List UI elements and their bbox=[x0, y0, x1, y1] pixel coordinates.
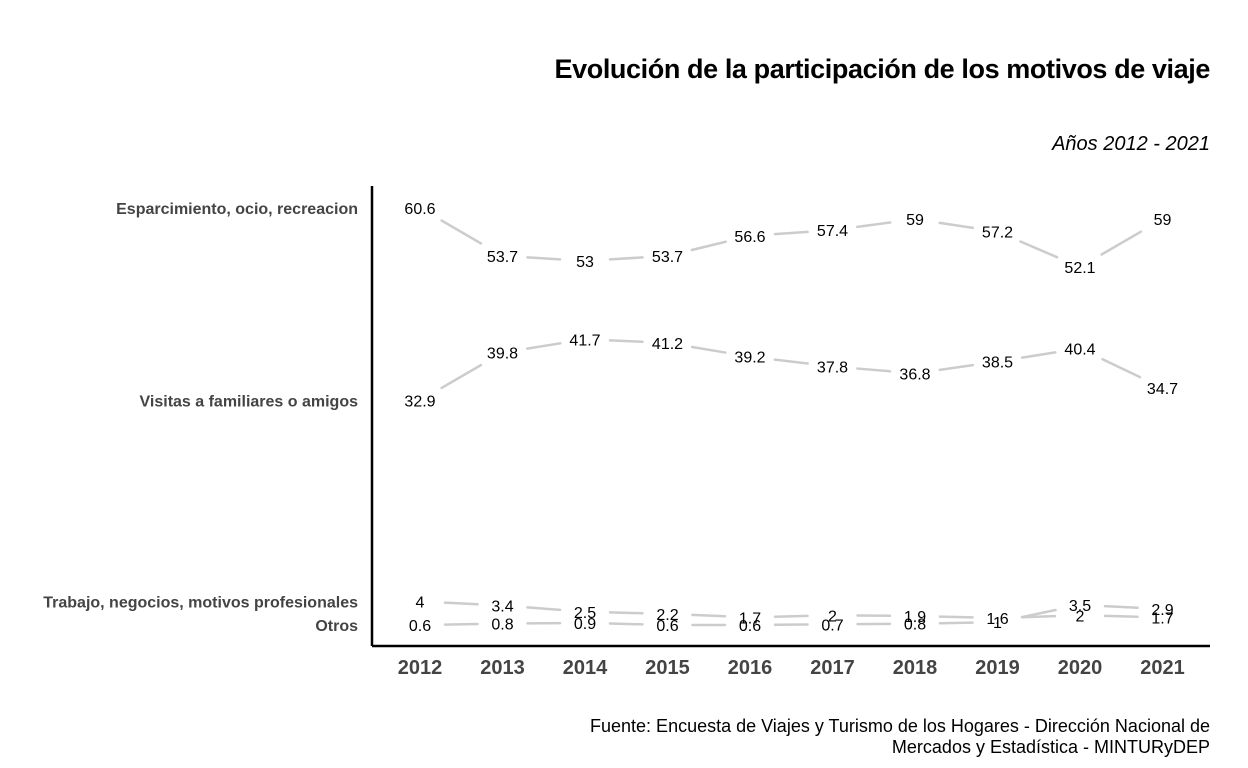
series-line-segment bbox=[443, 622, 479, 626]
series-line-segment bbox=[608, 611, 644, 615]
source-note: Fuente: Encuesta de Viajes y Turismo de … bbox=[590, 716, 1210, 758]
data-label: 53.7 bbox=[487, 249, 518, 266]
series-line-segment bbox=[938, 221, 975, 230]
x-tick-label: 2014 bbox=[563, 657, 608, 679]
series-line-segment bbox=[691, 613, 727, 618]
series-line-segment bbox=[1101, 357, 1142, 379]
data-label: 60.6 bbox=[404, 201, 435, 218]
series-line-segment bbox=[526, 256, 562, 261]
source-line-2: Mercados y Estadística - MINTURyDEP bbox=[891, 737, 1210, 757]
data-label: 52.1 bbox=[1064, 260, 1095, 277]
series-line-segment bbox=[773, 614, 809, 618]
x-tick-label: 2012 bbox=[398, 657, 443, 679]
series-line-segment bbox=[856, 367, 892, 373]
data-label: 32.9 bbox=[404, 394, 435, 411]
data-label: 1.9 bbox=[904, 609, 926, 626]
data-label: 1.6 bbox=[986, 611, 1008, 628]
series-line-segment bbox=[938, 363, 975, 372]
x-tick-label: 2019 bbox=[975, 657, 1020, 679]
chart-subtitle: Años 2012 - 2021 bbox=[1052, 133, 1210, 155]
x-tick-label: 2020 bbox=[1058, 657, 1103, 679]
data-label: 37.8 bbox=[817, 359, 848, 376]
x-tick-label: 2021 bbox=[1140, 657, 1185, 679]
x-tick-label: 2018 bbox=[893, 657, 938, 679]
data-label: 40.4 bbox=[1064, 341, 1095, 358]
series-label: Visitas a familiares o amigos bbox=[140, 394, 359, 411]
data-label: 59 bbox=[906, 212, 924, 229]
series-line-segment bbox=[440, 219, 483, 245]
data-label: 0.8 bbox=[491, 617, 513, 634]
x-tick-label: 2017 bbox=[810, 657, 855, 679]
series-line-segment bbox=[856, 221, 892, 229]
x-tick-label: 2013 bbox=[480, 657, 525, 679]
data-label: 2.5 bbox=[574, 605, 596, 622]
data-label: 2 bbox=[828, 608, 837, 625]
chart-title: Evolución de la participación de los mot… bbox=[554, 54, 1211, 84]
data-label: 39.2 bbox=[734, 350, 765, 367]
series-line-segment bbox=[938, 621, 974, 625]
data-label: 34.7 bbox=[1147, 381, 1178, 398]
source-line-1: Fuente: Encuesta de Viajes y Turismo de … bbox=[590, 716, 1210, 736]
data-label: 0.7 bbox=[821, 617, 843, 634]
data-label: 3.4 bbox=[491, 599, 513, 616]
data-label: 1.7 bbox=[739, 610, 761, 627]
data-label: 53 bbox=[576, 254, 594, 271]
data-label: 39.8 bbox=[487, 346, 518, 363]
series-line-segment bbox=[608, 622, 644, 626]
x-tick-label: 2015 bbox=[645, 657, 690, 679]
data-label: 0.8 bbox=[904, 617, 926, 634]
series-line-segment bbox=[1020, 351, 1057, 359]
series-line-segment bbox=[1103, 614, 1139, 618]
series-label: Otros bbox=[315, 618, 358, 635]
data-label: 0.6 bbox=[409, 618, 431, 635]
data-label: 1 bbox=[993, 615, 1002, 632]
series-line-segment bbox=[690, 240, 727, 252]
data-label: 2.2 bbox=[656, 607, 678, 624]
x-tick-label: 2016 bbox=[728, 657, 773, 679]
series-line-segment bbox=[938, 615, 974, 619]
data-label: 1.7 bbox=[1151, 610, 1173, 627]
series-line-segment bbox=[526, 606, 562, 612]
series-line-segment bbox=[1020, 608, 1057, 619]
data-label: 36.8 bbox=[899, 366, 930, 383]
series-label: Trabajo, negocios, motivos profesionales bbox=[43, 594, 358, 611]
series-line-segment bbox=[1019, 240, 1059, 259]
series-line-segment bbox=[525, 342, 562, 350]
series-line-segment bbox=[1103, 604, 1139, 610]
data-label: 0.9 bbox=[574, 616, 596, 633]
data-label: 0.6 bbox=[656, 618, 678, 635]
series-line-segment bbox=[1100, 230, 1143, 256]
data-label: 57.2 bbox=[982, 225, 1013, 242]
series-label: Esparcimiento, ocio, recreacion bbox=[116, 201, 358, 218]
data-label: 4 bbox=[416, 594, 425, 611]
data-label: 53.7 bbox=[652, 249, 683, 266]
data-label: 57.4 bbox=[817, 223, 848, 240]
series-line-segment bbox=[440, 363, 483, 390]
data-label: 41.2 bbox=[652, 336, 683, 353]
data-label: 2.9 bbox=[1151, 602, 1173, 619]
data-label: 59 bbox=[1154, 212, 1172, 229]
series-line-segment bbox=[773, 230, 809, 236]
series-line-segment bbox=[608, 256, 644, 261]
data-label: 0.6 bbox=[739, 618, 761, 635]
data-label: 38.5 bbox=[982, 355, 1013, 372]
series-line-segment bbox=[443, 601, 479, 606]
data-label: 56.6 bbox=[734, 229, 765, 246]
series-line-segment bbox=[690, 345, 727, 354]
series-line-segment bbox=[608, 339, 644, 344]
series-line-segment bbox=[773, 358, 809, 365]
data-label: 2 bbox=[1076, 608, 1085, 625]
data-label: 3.5 bbox=[1069, 598, 1091, 615]
data-label: 41.7 bbox=[569, 332, 600, 349]
